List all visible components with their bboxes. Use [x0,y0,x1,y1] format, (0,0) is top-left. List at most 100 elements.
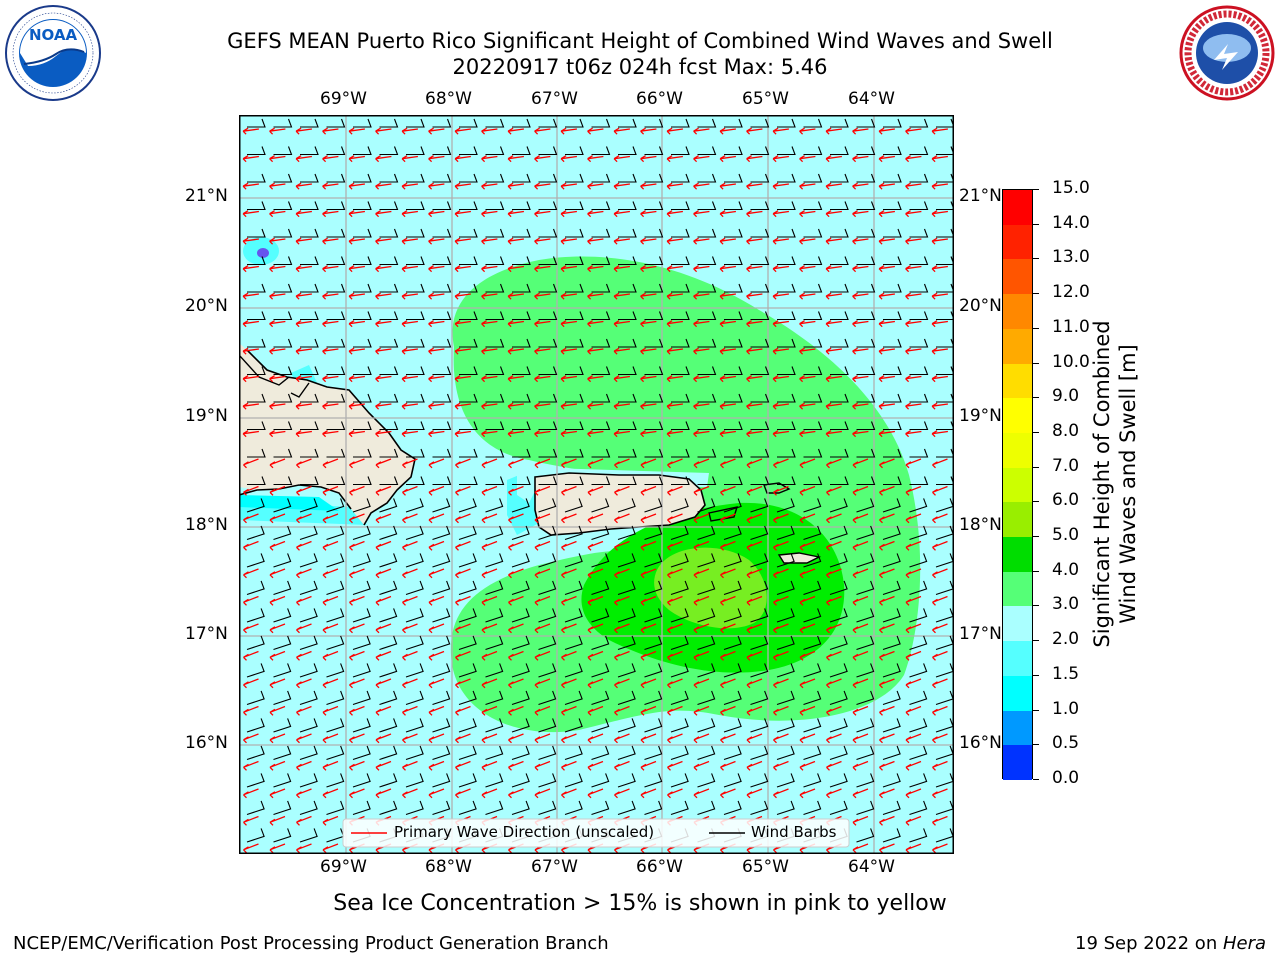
wind-barb [644,608,663,623]
wave-arrow [799,760,816,771]
wave-arrow [932,458,948,469]
wave-arrow [613,402,630,410]
wind-barb [909,421,929,431]
wave-arrow [825,237,842,245]
wave-arrow [746,430,763,438]
wave-arrow [507,292,524,300]
wind-barb [909,635,928,651]
wind-barb [909,311,929,321]
wave-arrow [614,568,630,579]
wind-barb [856,800,875,816]
wind-barb [485,745,504,761]
wind-barb [697,608,716,623]
wave-arrow [349,568,365,579]
wind-barb [936,366,954,376]
wind-barb [670,525,689,541]
wave-arrow [295,402,312,410]
wave-arrow [269,402,286,410]
wind-barb [379,476,399,486]
wave-arrow [720,650,736,661]
wind-barb [326,311,346,321]
wave-arrow [852,733,869,744]
wind-barb [405,718,424,733]
wind-barb [247,228,266,238]
wind-barb [299,498,318,513]
wind-barb [936,146,954,156]
wave-arrow [243,540,259,551]
colorbar-tick-label: 0.0 [1052,768,1080,788]
wave-arrow [666,155,683,163]
wave-arrow [852,320,869,328]
colorbar-tick-label: 10.0 [1052,351,1090,372]
wind-barb [485,718,504,733]
wind-barb [909,173,929,183]
wind-barb [591,663,610,678]
wind-barb [670,690,689,706]
wind-barb [591,580,610,596]
wave-arrow [534,265,551,273]
wave-arrow [667,458,683,469]
wind-barb [644,393,664,403]
wave-arrow [772,347,789,355]
wave-arrow [428,155,445,163]
wave-arrow [296,760,312,771]
wave-arrow [428,788,445,799]
wave-arrow [931,237,948,245]
wind-barb [353,173,372,183]
wind-barb [883,283,902,293]
colorbar-label-line2: Wind Waves and Swell [m] [1116,344,1140,624]
wind-barb [671,476,690,486]
wave-arrow [746,402,763,410]
wave-arrow [852,237,869,245]
wave-arrow [561,678,577,689]
wind-barb [670,608,689,623]
wave-arrow [375,155,392,163]
wind-barb [273,476,293,486]
map-panel [239,115,954,854]
wave-arrow [481,182,498,190]
wind-barb [777,421,796,431]
wave-arrow [746,320,763,328]
wind-barb [511,663,530,678]
wind-barb [246,828,265,843]
wave-arrow [534,375,551,383]
wave-arrow [561,650,577,661]
wind-barb [776,718,795,733]
wind-barb [459,366,478,376]
wave-arrow [799,623,816,634]
wind-barb [777,256,796,266]
wind-barb [803,773,822,788]
footer-host: Hera [1222,933,1266,954]
wind-barb [644,476,664,486]
wave-arrow [402,485,418,496]
wave-arrow [296,705,312,716]
wind-barb [432,448,452,458]
wave-arrow [852,595,869,606]
wave-arrow [428,320,445,328]
sea-ice-caption: Sea Ice Concentration > 15% is shown in … [333,891,947,916]
wave-arrow [455,733,471,744]
lon-label-top: 67°W [531,89,578,109]
wind-barb [405,635,424,651]
wave-arrow [878,265,895,273]
wind-barb [671,118,690,128]
wind-barb [618,118,637,128]
wave-arrow [269,540,286,551]
wind-barb [697,476,717,486]
wave-arrow [534,155,551,163]
wind-barb [644,338,664,348]
wave-arrow [375,650,392,661]
wave-arrow [746,210,763,218]
wind-barb [273,283,293,293]
wind-barb [856,421,876,431]
wind-barb [273,718,292,733]
wind-barb [777,366,796,376]
wind-barb [803,580,822,596]
wind-barb [565,421,584,431]
wind-barb [565,146,584,156]
wave-arrow [905,760,922,771]
wind-barb [299,553,318,568]
wave-arrow [614,760,630,771]
wind-barb [273,311,293,321]
wind-barb [300,366,319,376]
